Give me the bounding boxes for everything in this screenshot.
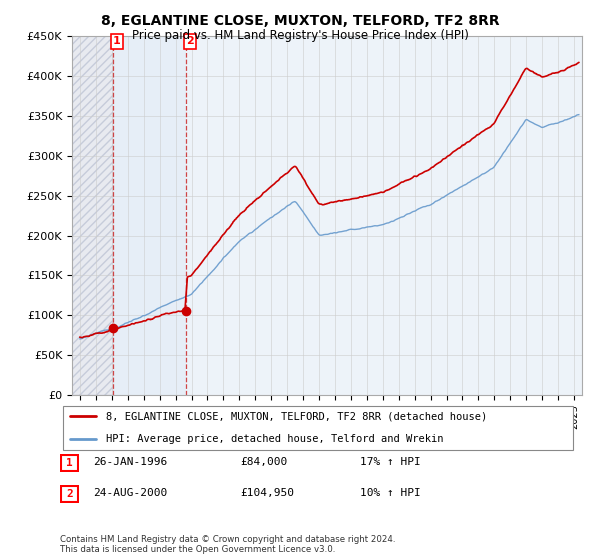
FancyBboxPatch shape [61, 455, 78, 471]
Bar [72, 36, 113, 395]
Text: £104,950: £104,950 [240, 488, 294, 498]
Text: 1: 1 [113, 36, 121, 46]
Bar [113, 36, 186, 395]
Text: 2: 2 [186, 36, 194, 46]
Bar [186, 36, 582, 395]
Text: 24-AUG-2000: 24-AUG-2000 [93, 488, 167, 498]
Text: 17% ↑ HPI: 17% ↑ HPI [360, 457, 421, 467]
Text: Price paid vs. HM Land Registry's House Price Index (HPI): Price paid vs. HM Land Registry's House … [131, 29, 469, 42]
Text: HPI: Average price, detached house, Telford and Wrekin: HPI: Average price, detached house, Telf… [106, 435, 444, 444]
Text: 2: 2 [66, 489, 73, 499]
Text: 10% ↑ HPI: 10% ↑ HPI [360, 488, 421, 498]
Bar [72, 36, 113, 395]
Text: 26-JAN-1996: 26-JAN-1996 [93, 457, 167, 467]
Text: 8, EGLANTINE CLOSE, MUXTON, TELFORD, TF2 8RR (detached house): 8, EGLANTINE CLOSE, MUXTON, TELFORD, TF2… [106, 412, 488, 421]
Text: Contains HM Land Registry data © Crown copyright and database right 2024.
This d: Contains HM Land Registry data © Crown c… [60, 535, 395, 554]
FancyBboxPatch shape [61, 486, 78, 502]
Text: £84,000: £84,000 [240, 457, 287, 467]
Text: 1: 1 [66, 458, 73, 468]
FancyBboxPatch shape [62, 406, 574, 450]
Text: 8, EGLANTINE CLOSE, MUXTON, TELFORD, TF2 8RR: 8, EGLANTINE CLOSE, MUXTON, TELFORD, TF2… [101, 14, 499, 28]
